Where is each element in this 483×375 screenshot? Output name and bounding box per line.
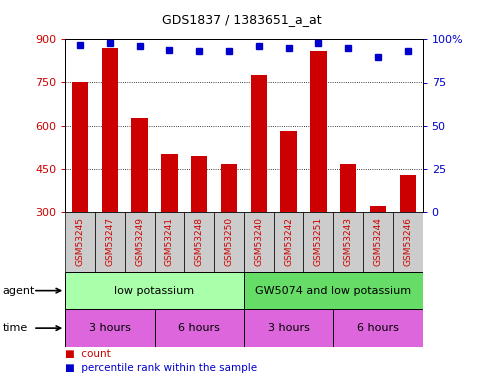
Bar bbox=[185, 212, 214, 272]
Text: 6 hours: 6 hours bbox=[357, 323, 399, 333]
Text: 3 hours: 3 hours bbox=[268, 323, 310, 333]
Bar bbox=[333, 212, 363, 272]
Text: time: time bbox=[2, 323, 28, 333]
Bar bbox=[131, 118, 148, 212]
Text: GDS1837 / 1383651_a_at: GDS1837 / 1383651_a_at bbox=[162, 13, 321, 26]
Bar bbox=[363, 212, 393, 272]
Bar bbox=[72, 82, 88, 212]
Text: GSM53248: GSM53248 bbox=[195, 217, 204, 266]
Text: 3 hours: 3 hours bbox=[89, 323, 131, 333]
Bar bbox=[95, 212, 125, 272]
Text: ■  percentile rank within the sample: ■ percentile rank within the sample bbox=[65, 363, 257, 373]
Bar bbox=[244, 212, 274, 272]
Bar bbox=[155, 212, 185, 272]
Bar bbox=[303, 212, 333, 272]
Bar bbox=[102, 48, 118, 212]
Bar bbox=[310, 51, 327, 212]
Text: GSM53251: GSM53251 bbox=[314, 217, 323, 266]
Bar bbox=[399, 174, 416, 212]
Bar bbox=[65, 212, 95, 272]
Text: 6 hours: 6 hours bbox=[178, 323, 220, 333]
Bar bbox=[125, 212, 155, 272]
Text: GSM53243: GSM53243 bbox=[344, 217, 353, 266]
Bar bbox=[65, 272, 244, 309]
Text: GSM53249: GSM53249 bbox=[135, 217, 144, 266]
Text: GSM53250: GSM53250 bbox=[225, 217, 233, 266]
Bar bbox=[244, 309, 333, 347]
Bar bbox=[393, 212, 423, 272]
Bar bbox=[340, 164, 356, 212]
Bar bbox=[281, 131, 297, 212]
Bar bbox=[161, 154, 178, 212]
Text: agent: agent bbox=[2, 286, 35, 296]
Text: GSM53247: GSM53247 bbox=[105, 217, 114, 266]
Text: low potassium: low potassium bbox=[114, 286, 195, 296]
Text: GSM53240: GSM53240 bbox=[255, 217, 263, 266]
Bar bbox=[221, 164, 237, 212]
Bar bbox=[333, 309, 423, 347]
Bar bbox=[65, 309, 155, 347]
Bar bbox=[251, 75, 267, 212]
Bar bbox=[274, 212, 303, 272]
Text: ■  count: ■ count bbox=[65, 350, 111, 359]
Bar bbox=[370, 206, 386, 212]
Text: GSM53242: GSM53242 bbox=[284, 217, 293, 266]
Bar bbox=[191, 156, 207, 212]
Text: GSM53241: GSM53241 bbox=[165, 217, 174, 266]
Text: GSM53244: GSM53244 bbox=[373, 217, 383, 266]
Bar bbox=[155, 309, 244, 347]
Text: GSM53246: GSM53246 bbox=[403, 217, 412, 266]
Text: GSM53245: GSM53245 bbox=[76, 217, 85, 266]
Bar bbox=[244, 272, 423, 309]
Text: GW5074 and low potassium: GW5074 and low potassium bbox=[255, 286, 412, 296]
Bar bbox=[214, 212, 244, 272]
